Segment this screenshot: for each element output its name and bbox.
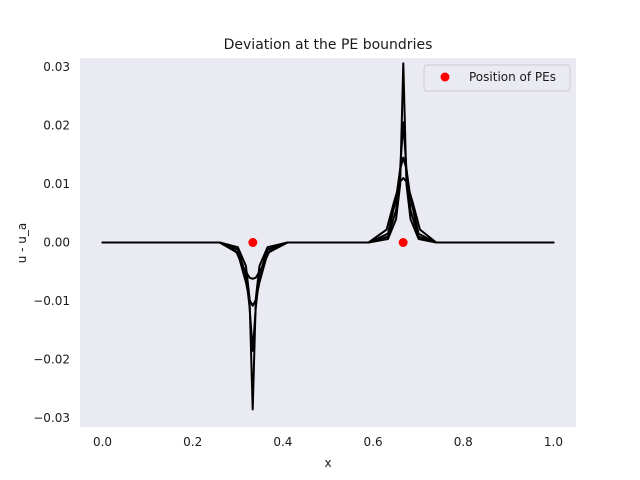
x-tick-label: 1.0 xyxy=(544,435,563,449)
y-tick-label: −0.01 xyxy=(33,294,70,308)
y-tick-label: 0.00 xyxy=(43,236,70,250)
x-axis-label: x xyxy=(324,456,331,470)
x-tick-label: 0.8 xyxy=(454,435,473,449)
y-tick-labels: −0.03 −0.02 −0.01 0.00 0.01 0.02 0.03 xyxy=(33,60,70,425)
y-tick-label: −0.02 xyxy=(33,353,70,367)
x-tick-label: 0.6 xyxy=(364,435,383,449)
chart-title: Deviation at the PE boundries xyxy=(224,37,433,53)
y-tick-label: −0.03 xyxy=(33,411,70,425)
y-tick-label: 0.03 xyxy=(43,60,70,74)
series-lines xyxy=(101,62,555,411)
y-axis-label: u - u_a xyxy=(15,223,29,264)
pe-marker-2 xyxy=(398,238,408,247)
legend-box xyxy=(423,64,571,92)
y-tick-label: 0.01 xyxy=(43,177,70,191)
legend-marker xyxy=(440,72,450,82)
x-tick-label: 0.4 xyxy=(273,435,292,449)
x-tick-label: 0.2 xyxy=(183,435,202,449)
y-tick-label: 0.02 xyxy=(43,118,70,132)
x-tick-label: 0.0 xyxy=(93,435,112,449)
pe-markers xyxy=(248,238,408,247)
legend-entry-label: Position of PEs xyxy=(469,70,556,84)
pe-marker-1 xyxy=(248,238,258,247)
legend: Position of PEs xyxy=(423,64,571,92)
x-tick-labels: 0.0 0.2 0.4 0.6 0.8 1.0 xyxy=(93,435,563,449)
series-line-4 xyxy=(101,177,555,280)
